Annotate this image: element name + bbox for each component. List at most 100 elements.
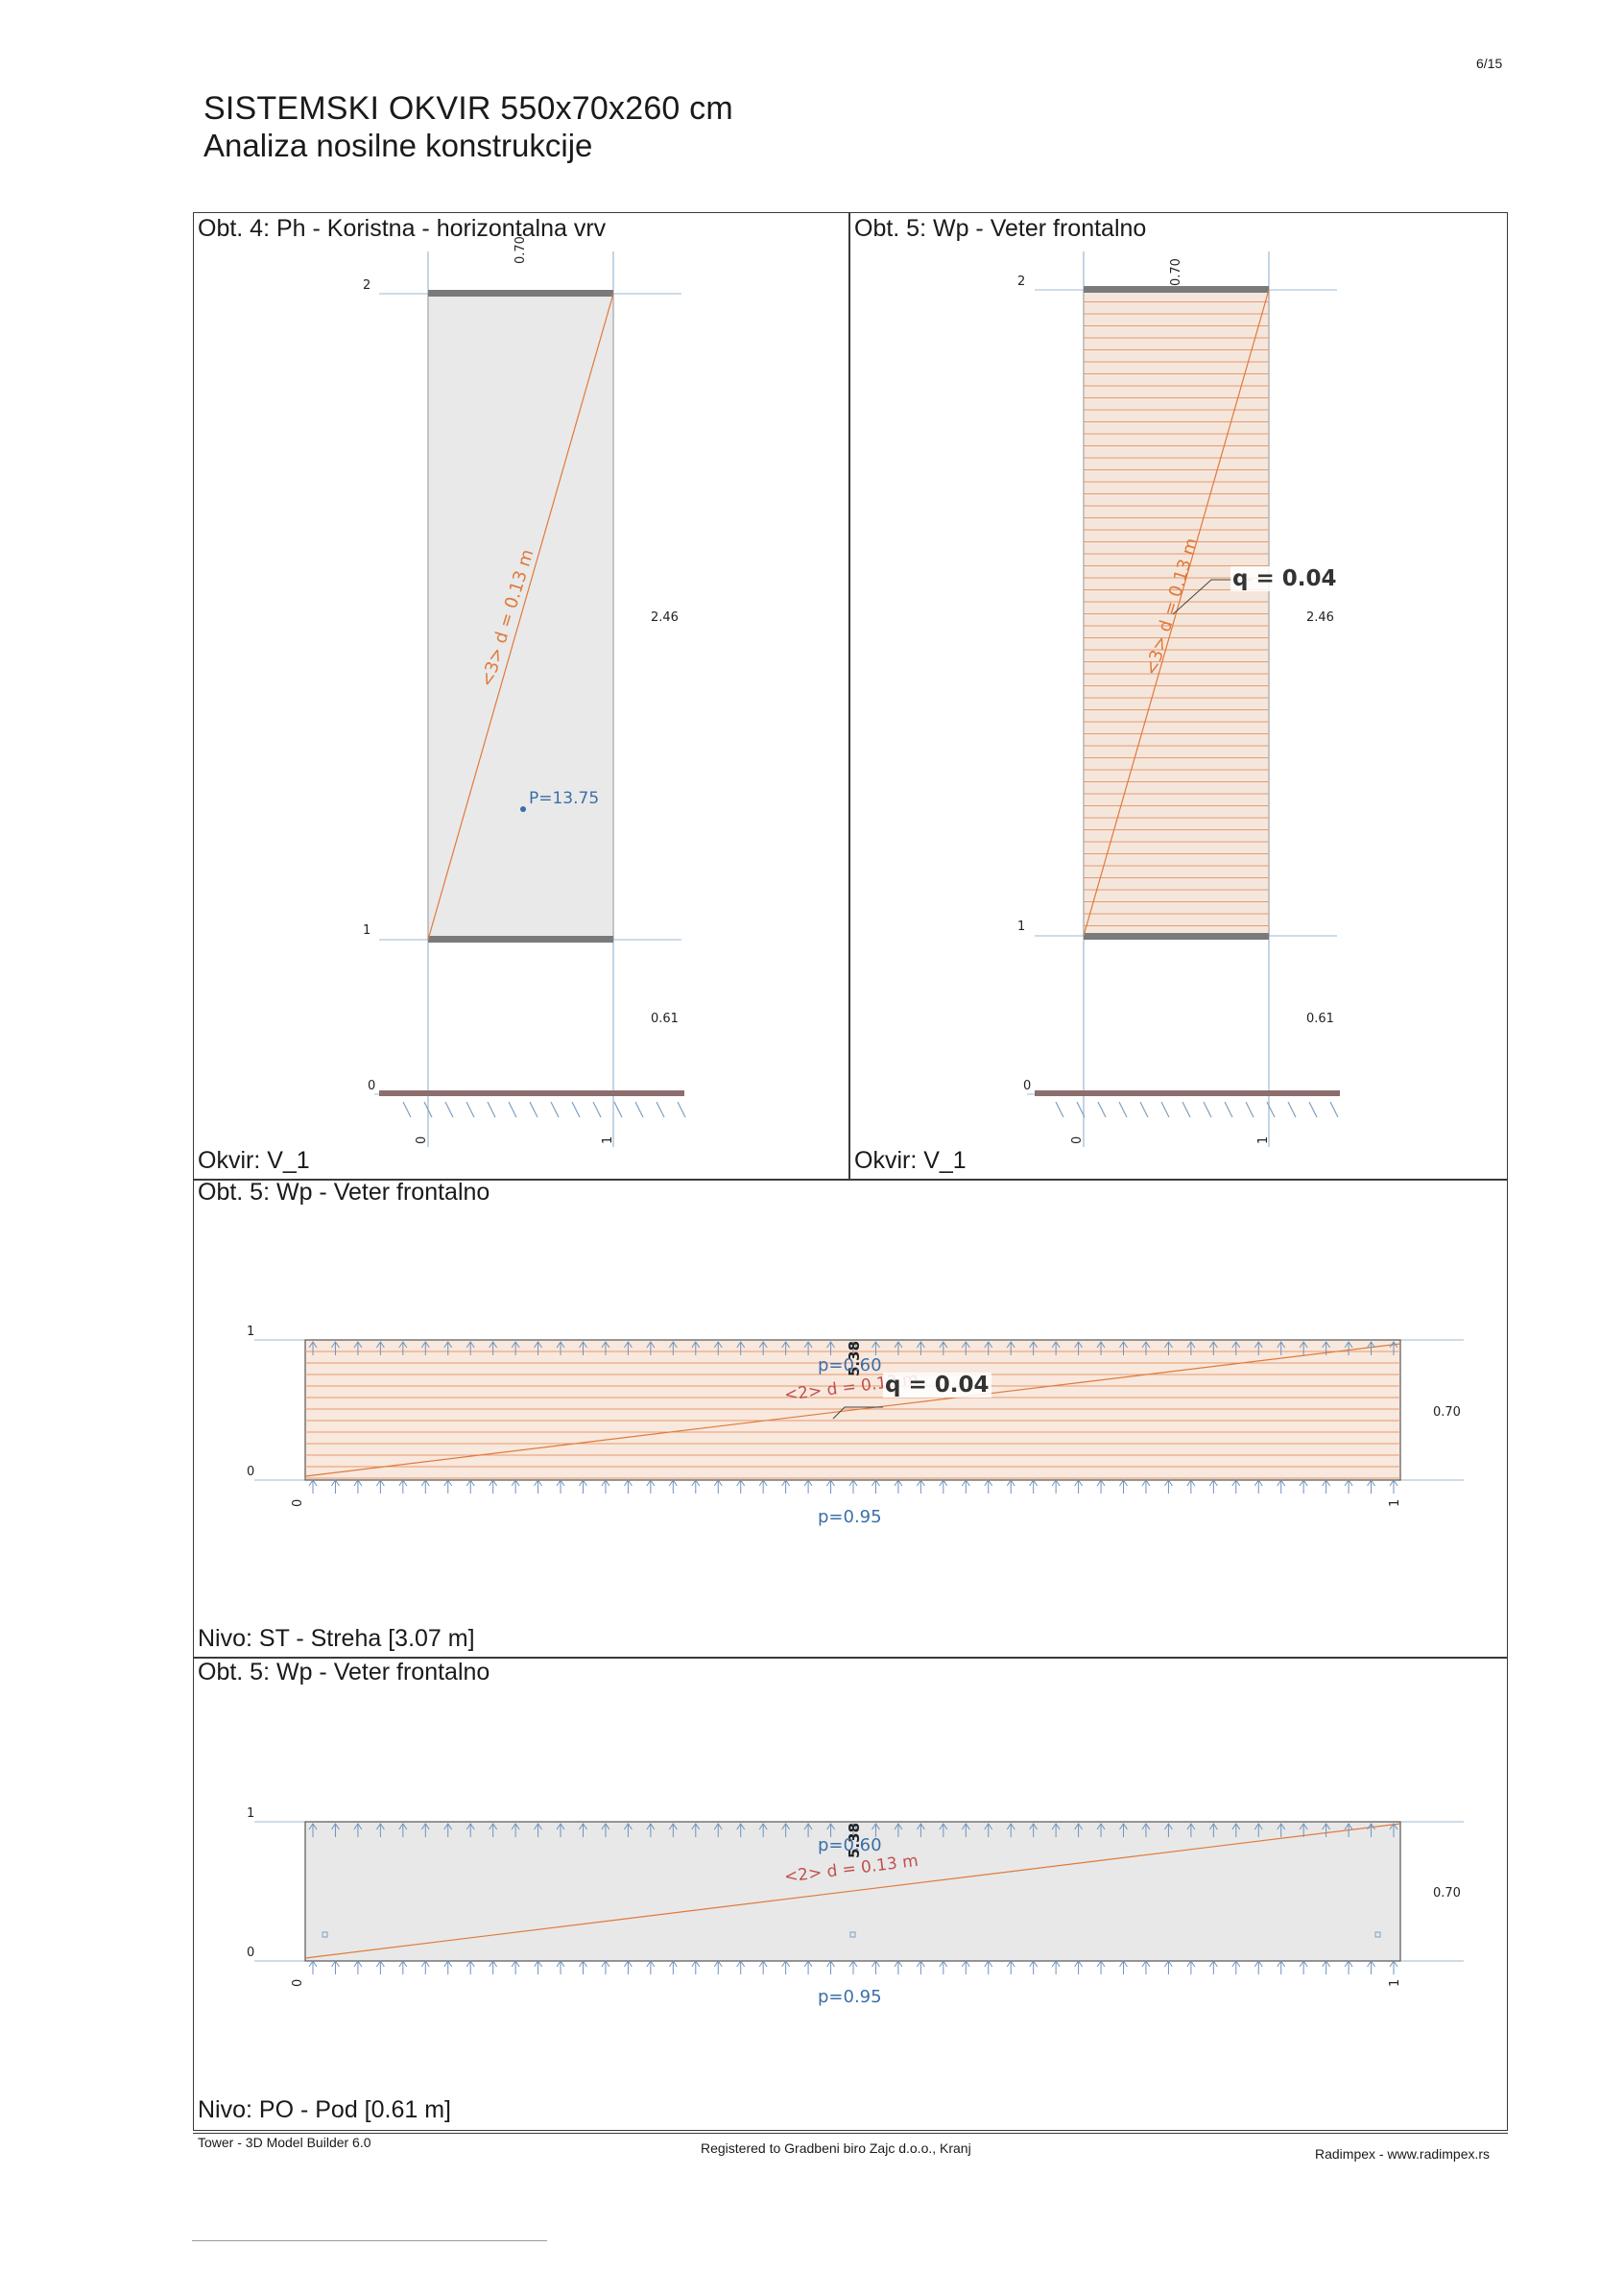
roof-dim-right: 0.70 [1433,1405,1461,1420]
roof-level-0: 0 [247,1465,255,1479]
roof-level-1: 1 [247,1325,255,1339]
load-arrow [1231,1479,1241,1494]
left-level-1: 1 [363,923,371,938]
load-arrow [803,1479,813,1494]
right-ground-beam [1035,1090,1340,1096]
load-arrow [1074,1341,1083,1355]
load-arrow [872,1341,880,1355]
horizontal-divider-2 [193,1657,1508,1659]
load-arrow [1096,1479,1106,1494]
right-level-0: 0 [1023,1079,1032,1093]
load-arrow [398,1341,408,1355]
right-mid-beam [1084,933,1269,940]
load-arrow [353,1341,363,1355]
roof-load-label: q = 0.04 [883,1373,991,1398]
panel-roof-header: Obt. 5: Wp - Veter frontalno [198,1179,490,1206]
load-arrow [331,1479,340,1494]
load-arrow [511,1823,520,1837]
left-point-load-marker [520,806,526,812]
load-arrow [534,1341,542,1355]
load-arrow [916,1823,925,1837]
load-arrow [894,1823,903,1837]
load-arrow [939,1341,948,1355]
load-arrow [1051,1479,1061,1494]
load-arrow [1051,1823,1061,1837]
floor-level-1: 1 [247,1806,255,1821]
load-arrow [1164,1341,1173,1355]
load-arrow [736,1479,746,1494]
left-diagonal-member [427,293,614,941]
load-arrow [1006,1960,1015,1974]
load-arrow [443,1960,453,1974]
floor-p-bottom: p=0.95 [818,1987,882,2007]
load-arrow [1119,1341,1128,1355]
load-arrow [466,1823,475,1837]
load-arrow [826,1479,835,1494]
load-arrow [624,1341,633,1355]
load-arrow [668,1823,678,1837]
load-arrow [353,1823,363,1837]
horizontal-divider-1 [193,1179,1508,1181]
panel-right-footer: Okvir: V_1 [854,1147,967,1174]
load-arrow [691,1823,701,1837]
load-arrow [556,1823,565,1837]
load-arrow [1006,1341,1015,1355]
load-arrow [1119,1960,1128,1974]
right-supports [1055,1101,1339,1118]
load-arrow [601,1823,610,1837]
panel-left-header: Obt. 4: Ph - Koristna - horizontalna vrv [198,215,607,242]
load-arrow [984,1823,993,1837]
drawing-frame [193,212,1508,2131]
load-arrow [466,1341,475,1355]
load-arrow [443,1341,453,1355]
load-arrow [1141,1960,1151,1974]
load-arrow [579,1960,587,1974]
load-arrow [758,1823,768,1837]
load-arrow [1344,1823,1353,1837]
load-arrow [1096,1960,1106,1974]
load-arrow [1208,1341,1218,1355]
load-arrow [1029,1479,1039,1494]
load-arrow [1141,1479,1151,1494]
left-ground-beam [379,1090,684,1096]
load-arrow [916,1341,925,1355]
load-arrow [1119,1823,1128,1837]
load-arrow [511,1341,520,1355]
vertical-divider [848,212,850,1180]
floor-p-top: p=0.60 [818,1835,882,1855]
load-arrow [353,1479,363,1494]
load-arrow [331,1823,340,1837]
load-arrow [1299,1341,1308,1355]
load-arrow [1277,1960,1286,1974]
load-arrow [961,1960,970,1974]
load-arrow [758,1479,768,1494]
floor-dim-right: 0.70 [1433,1886,1461,1900]
floor-column-markers [322,1931,1381,1938]
load-arrow [781,1479,791,1494]
load-arrow [443,1823,453,1837]
panel-floor-header: Obt. 5: Wp - Veter frontalno [198,1659,490,1685]
load-arrow [1344,1479,1353,1494]
load-arrow [511,1960,520,1974]
roof-top-load-arrows [308,1341,1398,1355]
load-arrow [375,1960,385,1974]
load-arrow [534,1960,542,1974]
load-arrow [803,1823,813,1837]
footer-vendor: Radimpex - www.radimpex.rs [1315,2146,1491,2162]
right-level-1: 1 [1017,920,1026,934]
load-arrow [668,1479,678,1494]
load-arrow [1208,1479,1218,1494]
left-dim-lower: 0.61 [651,1012,679,1026]
load-arrow [713,1960,723,1974]
load-arrow [308,1341,318,1355]
load-arrow [466,1960,475,1974]
load-arrow [601,1341,610,1355]
load-arrow [420,1341,430,1355]
load-arrow [466,1479,475,1494]
right-dim-upper: 2.46 [1306,610,1334,625]
load-arrow [331,1341,340,1355]
load-arrow [579,1341,587,1355]
load-arrow [556,1960,565,1974]
